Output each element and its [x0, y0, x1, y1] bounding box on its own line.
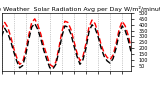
Title: Milwaukee Weather  Solar Radiation Avg per Day W/m²/minute: Milwaukee Weather Solar Radiation Avg pe…	[0, 6, 160, 12]
